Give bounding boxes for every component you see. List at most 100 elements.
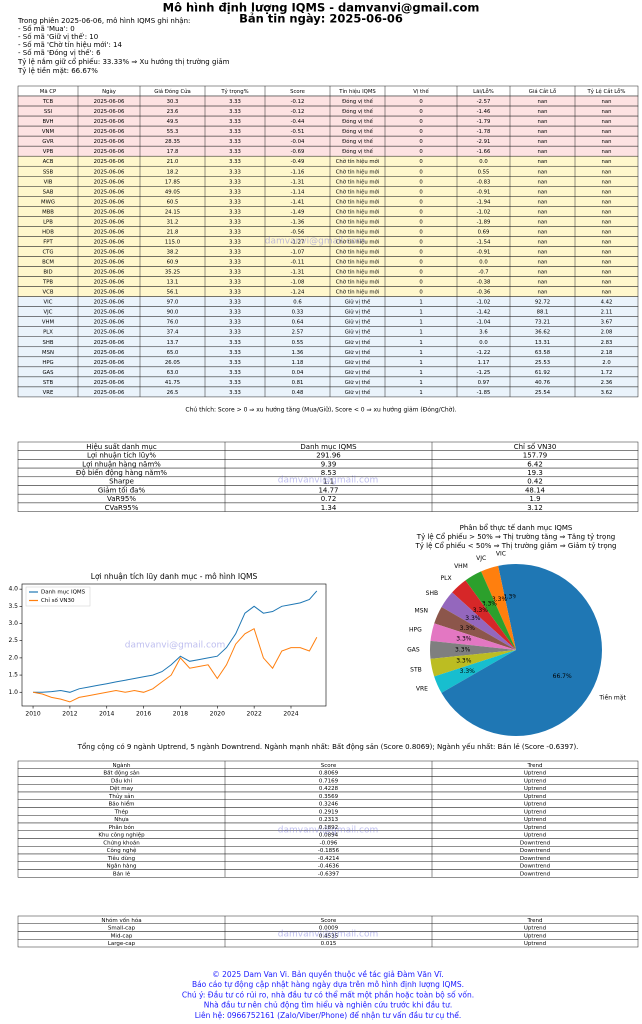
table-cell: 0.8069 bbox=[319, 771, 339, 777]
slice-label: HPG bbox=[409, 626, 422, 633]
table-cell: nan bbox=[602, 270, 612, 276]
table-cell: Mid-cap bbox=[111, 933, 133, 939]
table-cell: SSB bbox=[43, 169, 54, 175]
table-cell: 2025-06-06 bbox=[94, 290, 125, 296]
table-cell: nan bbox=[602, 290, 612, 296]
table-cell: 31.2 bbox=[167, 219, 179, 225]
table-cell: nan bbox=[538, 270, 548, 276]
table-cell: Giữ vị thế bbox=[345, 389, 371, 396]
table-header-cell: Lãi/Lỗ% bbox=[473, 88, 494, 95]
pie-slice bbox=[441, 592, 516, 650]
table-cell: Thép bbox=[114, 808, 129, 815]
table-cell: 2025-06-06 bbox=[94, 149, 125, 155]
table-cell: Large-cap bbox=[108, 941, 136, 947]
y-tick-label: 1.5 bbox=[8, 672, 18, 679]
x-tick-label: 2024 bbox=[283, 711, 298, 718]
summary-line: - Số mã 'Giữ vị thế': 10 bbox=[18, 33, 98, 41]
slice-label: STB bbox=[410, 666, 422, 673]
table-cell: 1 bbox=[419, 310, 422, 316]
table-cell: -0.56 bbox=[291, 229, 305, 235]
table-cell: 2025-06-06 bbox=[94, 239, 125, 245]
table-cell: 3.33 bbox=[229, 119, 241, 125]
table-cell: 0 bbox=[419, 219, 423, 225]
table-cell: Thủy sản bbox=[108, 793, 135, 800]
table-cell: nan bbox=[602, 209, 612, 215]
summary-line: Trong phiên 2025-06-06, mô hình IQMS ghi… bbox=[17, 17, 190, 25]
table-cell: Chờ tín hiệu mới bbox=[336, 188, 380, 195]
table-cell: 76.0 bbox=[167, 320, 179, 326]
table-cell: nan bbox=[538, 129, 548, 135]
table-cell: 2025-06-06 bbox=[94, 109, 125, 115]
table-cell: Ngân hàng bbox=[106, 863, 136, 870]
table-cell: 0 bbox=[419, 129, 423, 135]
line-series bbox=[33, 627, 318, 703]
table-cell: Giữ vị thế bbox=[345, 359, 371, 366]
table-header-cell: Chỉ số VN30 bbox=[514, 443, 557, 451]
table-cell: Downtrend bbox=[520, 871, 550, 877]
table-header-cell: Tỷ Lệ Cắt Lỗ% bbox=[587, 88, 626, 95]
table-cell: 0 bbox=[419, 270, 423, 276]
watermark: damvanvi@gmail.com bbox=[278, 476, 378, 486]
table-cell: VHM bbox=[42, 320, 55, 326]
table-cell: 56.1 bbox=[167, 290, 179, 296]
table-cell: -1.02 bbox=[477, 300, 491, 306]
line-series bbox=[33, 590, 318, 693]
table-cell: Chờ tín hiệu mới bbox=[336, 168, 380, 175]
table-cell: -0.49 bbox=[291, 159, 305, 165]
table-cell: -1.14 bbox=[291, 189, 305, 195]
table-header-cell: Trend bbox=[526, 918, 542, 924]
table-cell: 4.42 bbox=[601, 300, 613, 306]
table-cell: nan bbox=[602, 229, 612, 235]
table-cell: 0 bbox=[419, 280, 423, 286]
table-cell: 60.9 bbox=[167, 260, 179, 266]
table-cell: 0 bbox=[419, 239, 423, 245]
table-cell: 0 bbox=[419, 199, 423, 205]
table-cell: CTG bbox=[42, 249, 53, 255]
table-cell: 13.31 bbox=[535, 340, 550, 346]
table-cell: 3.67 bbox=[601, 320, 613, 326]
table-cell: 2025-06-06 bbox=[94, 270, 125, 276]
table-cell: 3.33 bbox=[229, 290, 241, 296]
table-cell: Uptrend bbox=[524, 933, 546, 939]
table-cell: nan bbox=[538, 179, 548, 185]
table-cell: 0.3569 bbox=[319, 794, 339, 800]
table-header-cell: Score bbox=[290, 89, 305, 95]
table-cell: 2025-06-06 bbox=[94, 209, 125, 215]
footer-line: © 2025 Dam Van Vi. Bản quyền thuộc về tá… bbox=[212, 970, 444, 979]
table-cell: 1 bbox=[419, 380, 422, 386]
table-cell: 0.015 bbox=[321, 941, 337, 947]
table-cell: 0.6 bbox=[293, 300, 302, 306]
table-cell: Chờ tín hiệu mới bbox=[336, 248, 380, 255]
pie-slice bbox=[434, 606, 516, 650]
table-cell: -0.4214 bbox=[318, 856, 340, 862]
table-cell: 40.76 bbox=[535, 380, 551, 386]
table-cell: Uptrend bbox=[524, 778, 546, 784]
table-row bbox=[17, 386, 639, 398]
legend-box bbox=[25, 586, 91, 607]
table-cell: BID bbox=[43, 270, 52, 276]
table-cell: 23.6 bbox=[167, 109, 179, 115]
table-cell: 2025-06-06 bbox=[94, 99, 125, 105]
table-cell: 1.18 bbox=[292, 360, 304, 366]
table-cell: 21.8 bbox=[167, 229, 179, 235]
table-cell: 25.54 bbox=[535, 390, 551, 396]
table-cell: 2025-06-06 bbox=[94, 340, 125, 346]
table-cell: Uptrend bbox=[524, 825, 546, 831]
table-cell: 291.96 bbox=[316, 452, 341, 460]
slice-value: 66.7% bbox=[553, 673, 572, 680]
slice-label: SHB bbox=[426, 590, 438, 597]
table-cell: -0.04 bbox=[291, 139, 305, 145]
table-header-cell: Giá Cắt Lỗ bbox=[529, 88, 556, 95]
table-cell: MWG bbox=[41, 199, 55, 205]
table-cell: 35.25 bbox=[165, 270, 180, 276]
table-cell: nan bbox=[538, 209, 548, 215]
table-cell: 3.33 bbox=[229, 380, 241, 386]
table-cell: 2025-06-06 bbox=[94, 280, 125, 286]
table-cell: 90.0 bbox=[167, 310, 179, 316]
table-cell: 2.83 bbox=[601, 340, 613, 346]
table-cell: 0.48 bbox=[292, 390, 304, 396]
table-cell: 63.58 bbox=[535, 350, 551, 356]
table-cell: 0.04 bbox=[292, 370, 304, 376]
table-cell: 26.05 bbox=[165, 360, 180, 366]
